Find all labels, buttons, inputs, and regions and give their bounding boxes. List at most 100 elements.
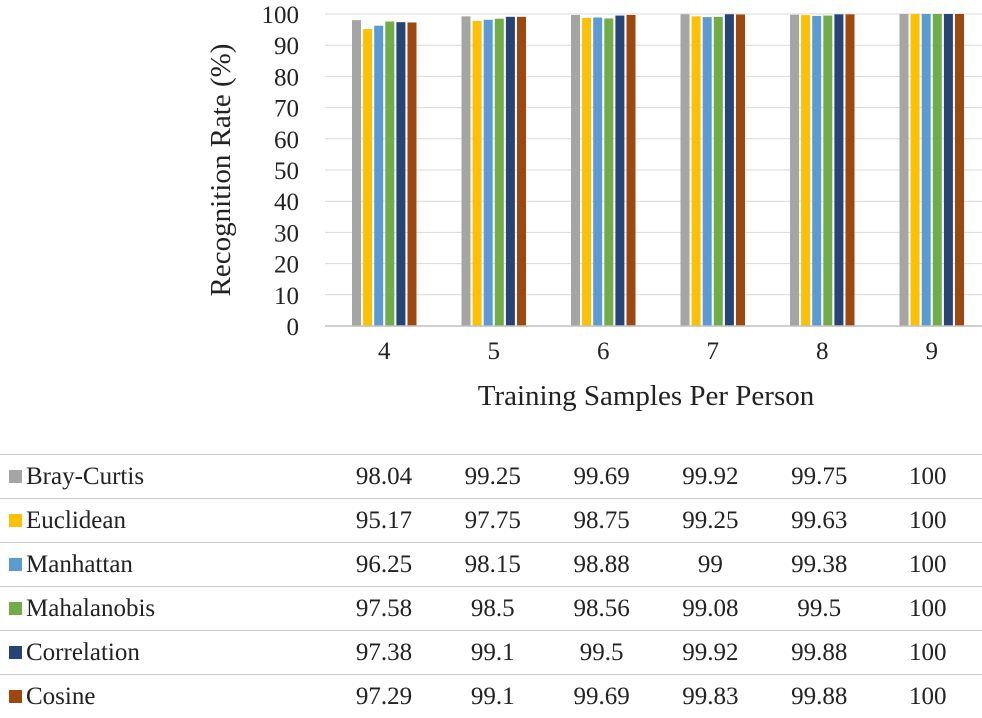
legend-entry: Bray-Curtis — [0, 455, 330, 499]
table-cell: 100 — [874, 455, 982, 499]
gridlines — [325, 14, 982, 295]
bar-mahalanobis-7 — [714, 17, 723, 326]
bar-cosine-9 — [955, 14, 964, 326]
y-tick-label: 50 — [274, 158, 299, 185]
table-cell: 99.25 — [438, 455, 547, 499]
legend-label: Mahalanobis — [26, 595, 155, 622]
table-cell: 98.56 — [547, 587, 656, 631]
table-cell: 98.5 — [438, 587, 547, 631]
table-cell: 98.75 — [547, 499, 656, 543]
table-cell: 99.1 — [438, 675, 547, 718]
bar-manhattan-5 — [484, 20, 493, 326]
x-axis-title: Training Samples Per Person — [478, 380, 815, 412]
legend-swatch-icon — [9, 514, 22, 527]
bar-correlation-4 — [396, 22, 405, 326]
bar-mahalanobis-8 — [823, 16, 832, 326]
table-cell: 97.58 — [330, 587, 439, 631]
table-cell: 99.83 — [656, 675, 765, 718]
x-tick-label: 7 — [707, 338, 720, 365]
bar-manhattan-9 — [922, 14, 931, 326]
y-tick-label: 10 — [274, 283, 299, 310]
y-tick-label: 40 — [274, 189, 299, 216]
bar-correlation-6 — [615, 16, 624, 326]
table-cell: 95.17 — [330, 499, 439, 543]
bar-cosine-7 — [736, 15, 745, 326]
y-tick-label: 100 — [262, 2, 300, 29]
legend-label: Manhattan — [26, 551, 133, 578]
table-cell: 99.38 — [765, 543, 874, 587]
table-cell: 96.25 — [330, 543, 439, 587]
bar-manhattan-6 — [593, 17, 602, 326]
bar-euclidean-5 — [473, 21, 482, 326]
table-cell: 99.25 — [656, 499, 765, 543]
bar-manhattan-4 — [374, 26, 383, 326]
table-cell: 99.5 — [765, 587, 874, 631]
x-tick-label: 6 — [597, 338, 610, 365]
bar-mahalanobis-4 — [385, 22, 394, 326]
table-cell: 99.92 — [656, 631, 765, 675]
table-cell: 99.5 — [547, 631, 656, 675]
table-cell: 99.63 — [765, 499, 874, 543]
table-cell: 97.75 — [438, 499, 547, 543]
legend-label: Cosine — [26, 683, 95, 710]
bar-bray-curtis-8 — [790, 15, 799, 326]
legend-entry: Mahalanobis — [0, 587, 330, 631]
legend-swatch-icon — [9, 470, 22, 483]
table-cell: 100 — [874, 499, 982, 543]
x-tick-label: 5 — [488, 338, 501, 365]
bar-cosine-5 — [517, 17, 526, 326]
table-cell: 98.88 — [547, 543, 656, 587]
x-tick-label: 4 — [378, 338, 391, 365]
table-cell: 100 — [874, 631, 982, 675]
table-cell: 100 — [874, 675, 982, 718]
bar-euclidean-8 — [801, 15, 810, 326]
legend-label: Bray-Curtis — [26, 463, 144, 490]
bar-bray-curtis-9 — [900, 14, 909, 326]
table-cell: 99.75 — [765, 455, 874, 499]
bar-correlation-5 — [506, 17, 515, 326]
bar-cosine-4 — [408, 22, 417, 326]
y-tick-label: 80 — [274, 64, 299, 91]
legend-swatch-icon — [9, 690, 22, 703]
legend-label: Euclidean — [26, 507, 126, 534]
legend-swatch-icon — [9, 646, 22, 659]
bar-mahalanobis-9 — [933, 14, 942, 326]
bar-mahalanobis-6 — [604, 18, 613, 326]
legend-entry: Euclidean — [0, 499, 330, 543]
bar-euclidean-6 — [582, 18, 591, 326]
table-cell: 97.38 — [330, 631, 439, 675]
bar-mahalanobis-5 — [495, 19, 504, 326]
legend-entry: Manhattan — [0, 543, 330, 587]
y-axis-title: Recognition Rate (%) — [205, 44, 237, 297]
bar-cosine-8 — [846, 14, 855, 326]
bar-bray-curtis-7 — [681, 14, 690, 326]
table-cell: 99.88 — [765, 675, 874, 718]
y-tick-label: 20 — [274, 252, 299, 279]
bar-cosine-6 — [627, 15, 636, 326]
bar-bray-curtis-4 — [352, 20, 361, 326]
bar-euclidean-9 — [911, 14, 920, 326]
legend-swatch-icon — [9, 602, 22, 615]
x-tick-label: 9 — [926, 338, 939, 365]
bar-correlation-7 — [725, 14, 734, 326]
bar-bray-curtis-5 — [462, 16, 471, 326]
legend-swatch-icon — [9, 558, 22, 571]
legend-entry: Cosine — [0, 675, 330, 718]
table-cell: 99.92 — [656, 455, 765, 499]
bar-bray-curtis-6 — [571, 15, 580, 326]
table-cell: 98.04 — [330, 455, 439, 499]
table-cell: 97.29 — [330, 675, 439, 718]
y-tick-label: 70 — [274, 96, 299, 123]
y-tick-label: 0 — [287, 314, 300, 341]
bar-euclidean-7 — [692, 16, 701, 326]
y-tick-label: 60 — [274, 127, 299, 154]
